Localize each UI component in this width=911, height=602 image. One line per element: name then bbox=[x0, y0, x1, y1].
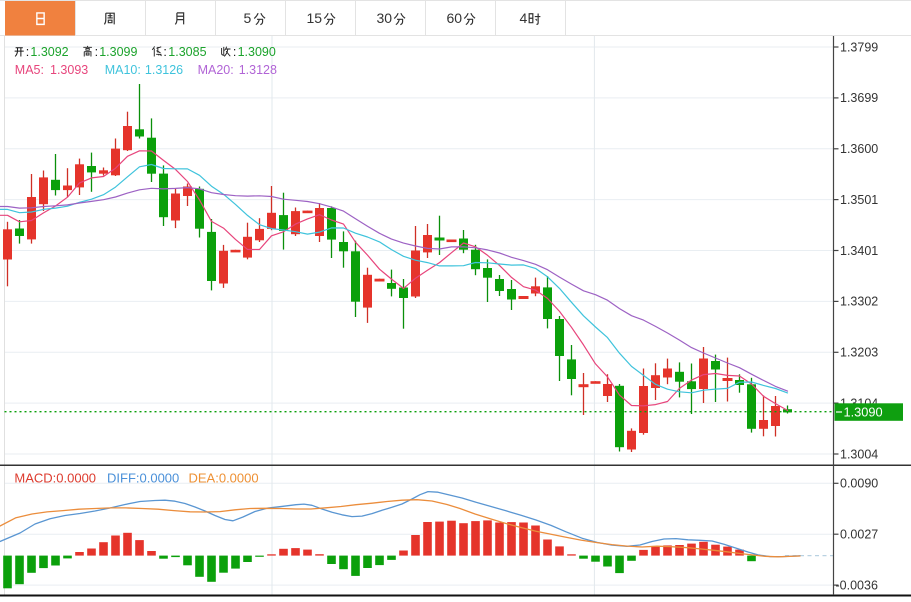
svg-text:1.3090: 1.3090 bbox=[844, 405, 883, 420]
svg-text::: : bbox=[95, 45, 98, 59]
svg-text:15: 15 bbox=[307, 10, 323, 26]
svg-text:MACD:0.0000: MACD:0.0000 bbox=[14, 471, 96, 486]
svg-text:60: 60 bbox=[447, 10, 463, 26]
svg-text:1.3092: 1.3092 bbox=[30, 45, 68, 59]
svg-text:-0.0036: -0.0036 bbox=[836, 578, 878, 592]
svg-text::: : bbox=[26, 45, 29, 59]
svg-text:MA10:: MA10: bbox=[105, 63, 141, 77]
svg-text:1.3203: 1.3203 bbox=[840, 346, 878, 360]
svg-text:1.3093: 1.3093 bbox=[50, 63, 88, 77]
svg-text:DIFF:0.0000: DIFF:0.0000 bbox=[107, 471, 179, 486]
svg-text:1.3085: 1.3085 bbox=[168, 45, 206, 59]
svg-text:0.0027: 0.0027 bbox=[840, 528, 878, 542]
svg-text:1.3128: 1.3128 bbox=[239, 63, 277, 77]
svg-text:MA20:: MA20: bbox=[198, 63, 234, 77]
svg-text::: : bbox=[233, 45, 236, 59]
svg-text:MA5:: MA5: bbox=[15, 63, 44, 77]
svg-text:1.3401: 1.3401 bbox=[840, 244, 878, 258]
svg-text:1.3126: 1.3126 bbox=[145, 63, 183, 77]
svg-text:1.3600: 1.3600 bbox=[840, 142, 878, 156]
svg-text:1.3799: 1.3799 bbox=[840, 40, 878, 54]
svg-text:1.3099: 1.3099 bbox=[99, 45, 137, 59]
svg-text:4: 4 bbox=[520, 10, 528, 26]
svg-text:30: 30 bbox=[377, 10, 393, 26]
svg-text:0.0090: 0.0090 bbox=[840, 477, 878, 491]
svg-text:DEA:0.0000: DEA:0.0000 bbox=[189, 471, 259, 486]
svg-text:1.3090: 1.3090 bbox=[238, 45, 276, 59]
svg-text:1.3004: 1.3004 bbox=[840, 447, 878, 461]
svg-text:5: 5 bbox=[244, 10, 252, 26]
svg-text::: : bbox=[163, 45, 166, 59]
svg-text:1.3501: 1.3501 bbox=[840, 193, 878, 207]
svg-text:1.3302: 1.3302 bbox=[840, 295, 878, 309]
svg-text:1.3699: 1.3699 bbox=[840, 91, 878, 105]
